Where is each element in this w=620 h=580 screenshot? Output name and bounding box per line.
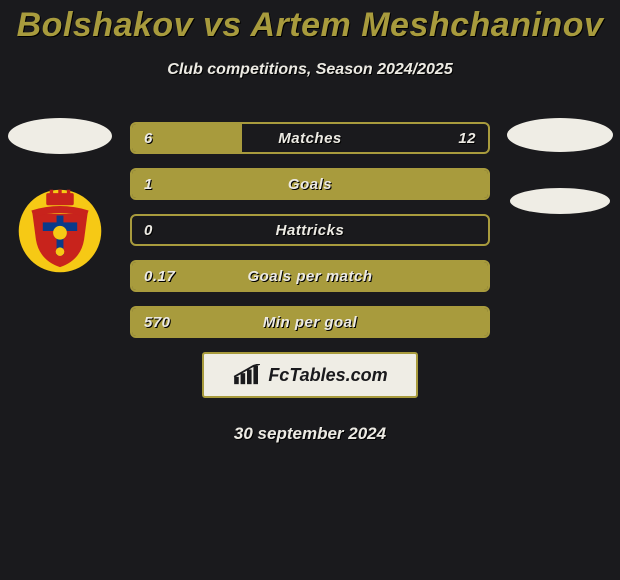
stat-metric-label: Goals bbox=[132, 170, 488, 198]
stat-row: 0.17Goals per match bbox=[130, 260, 490, 292]
player-left-avatar-placeholder bbox=[8, 118, 112, 154]
stat-row: 1Goals bbox=[130, 168, 490, 200]
attribution-box: FcTables.com bbox=[202, 352, 418, 398]
stat-value-right: 12 bbox=[458, 124, 476, 152]
chart-icon bbox=[232, 364, 262, 386]
player-left-column bbox=[0, 118, 120, 274]
club-badge-left-icon bbox=[17, 188, 103, 274]
stat-metric-label: Matches bbox=[132, 124, 488, 152]
page-title: Bolshakov vs Artem Meshchaninov bbox=[0, 0, 620, 45]
stat-row: 570Min per goal bbox=[130, 306, 490, 338]
stat-metric-label: Min per goal bbox=[132, 308, 488, 336]
page-subtitle: Club competitions, Season 2024/2025 bbox=[0, 61, 620, 79]
stat-metric-label: Goals per match bbox=[132, 262, 488, 290]
stats-table: 6Matches12 1Goals 0Hattricks 0.17Goals per … bbox=[130, 122, 490, 338]
stat-metric-label: Hattricks bbox=[132, 216, 488, 244]
page: Bolshakov vs Artem Meshchaninov Club com… bbox=[0, 0, 620, 580]
player-right-avatar-placeholder bbox=[507, 118, 613, 152]
stat-row: 6Matches12 bbox=[130, 122, 490, 154]
date-text: 30 september 2024 bbox=[0, 424, 620, 444]
attribution-text: FcTables.com bbox=[268, 365, 387, 386]
stat-row: 0Hattricks bbox=[130, 214, 490, 246]
player-right-column bbox=[500, 118, 620, 214]
club-badge-right-placeholder bbox=[510, 188, 610, 214]
